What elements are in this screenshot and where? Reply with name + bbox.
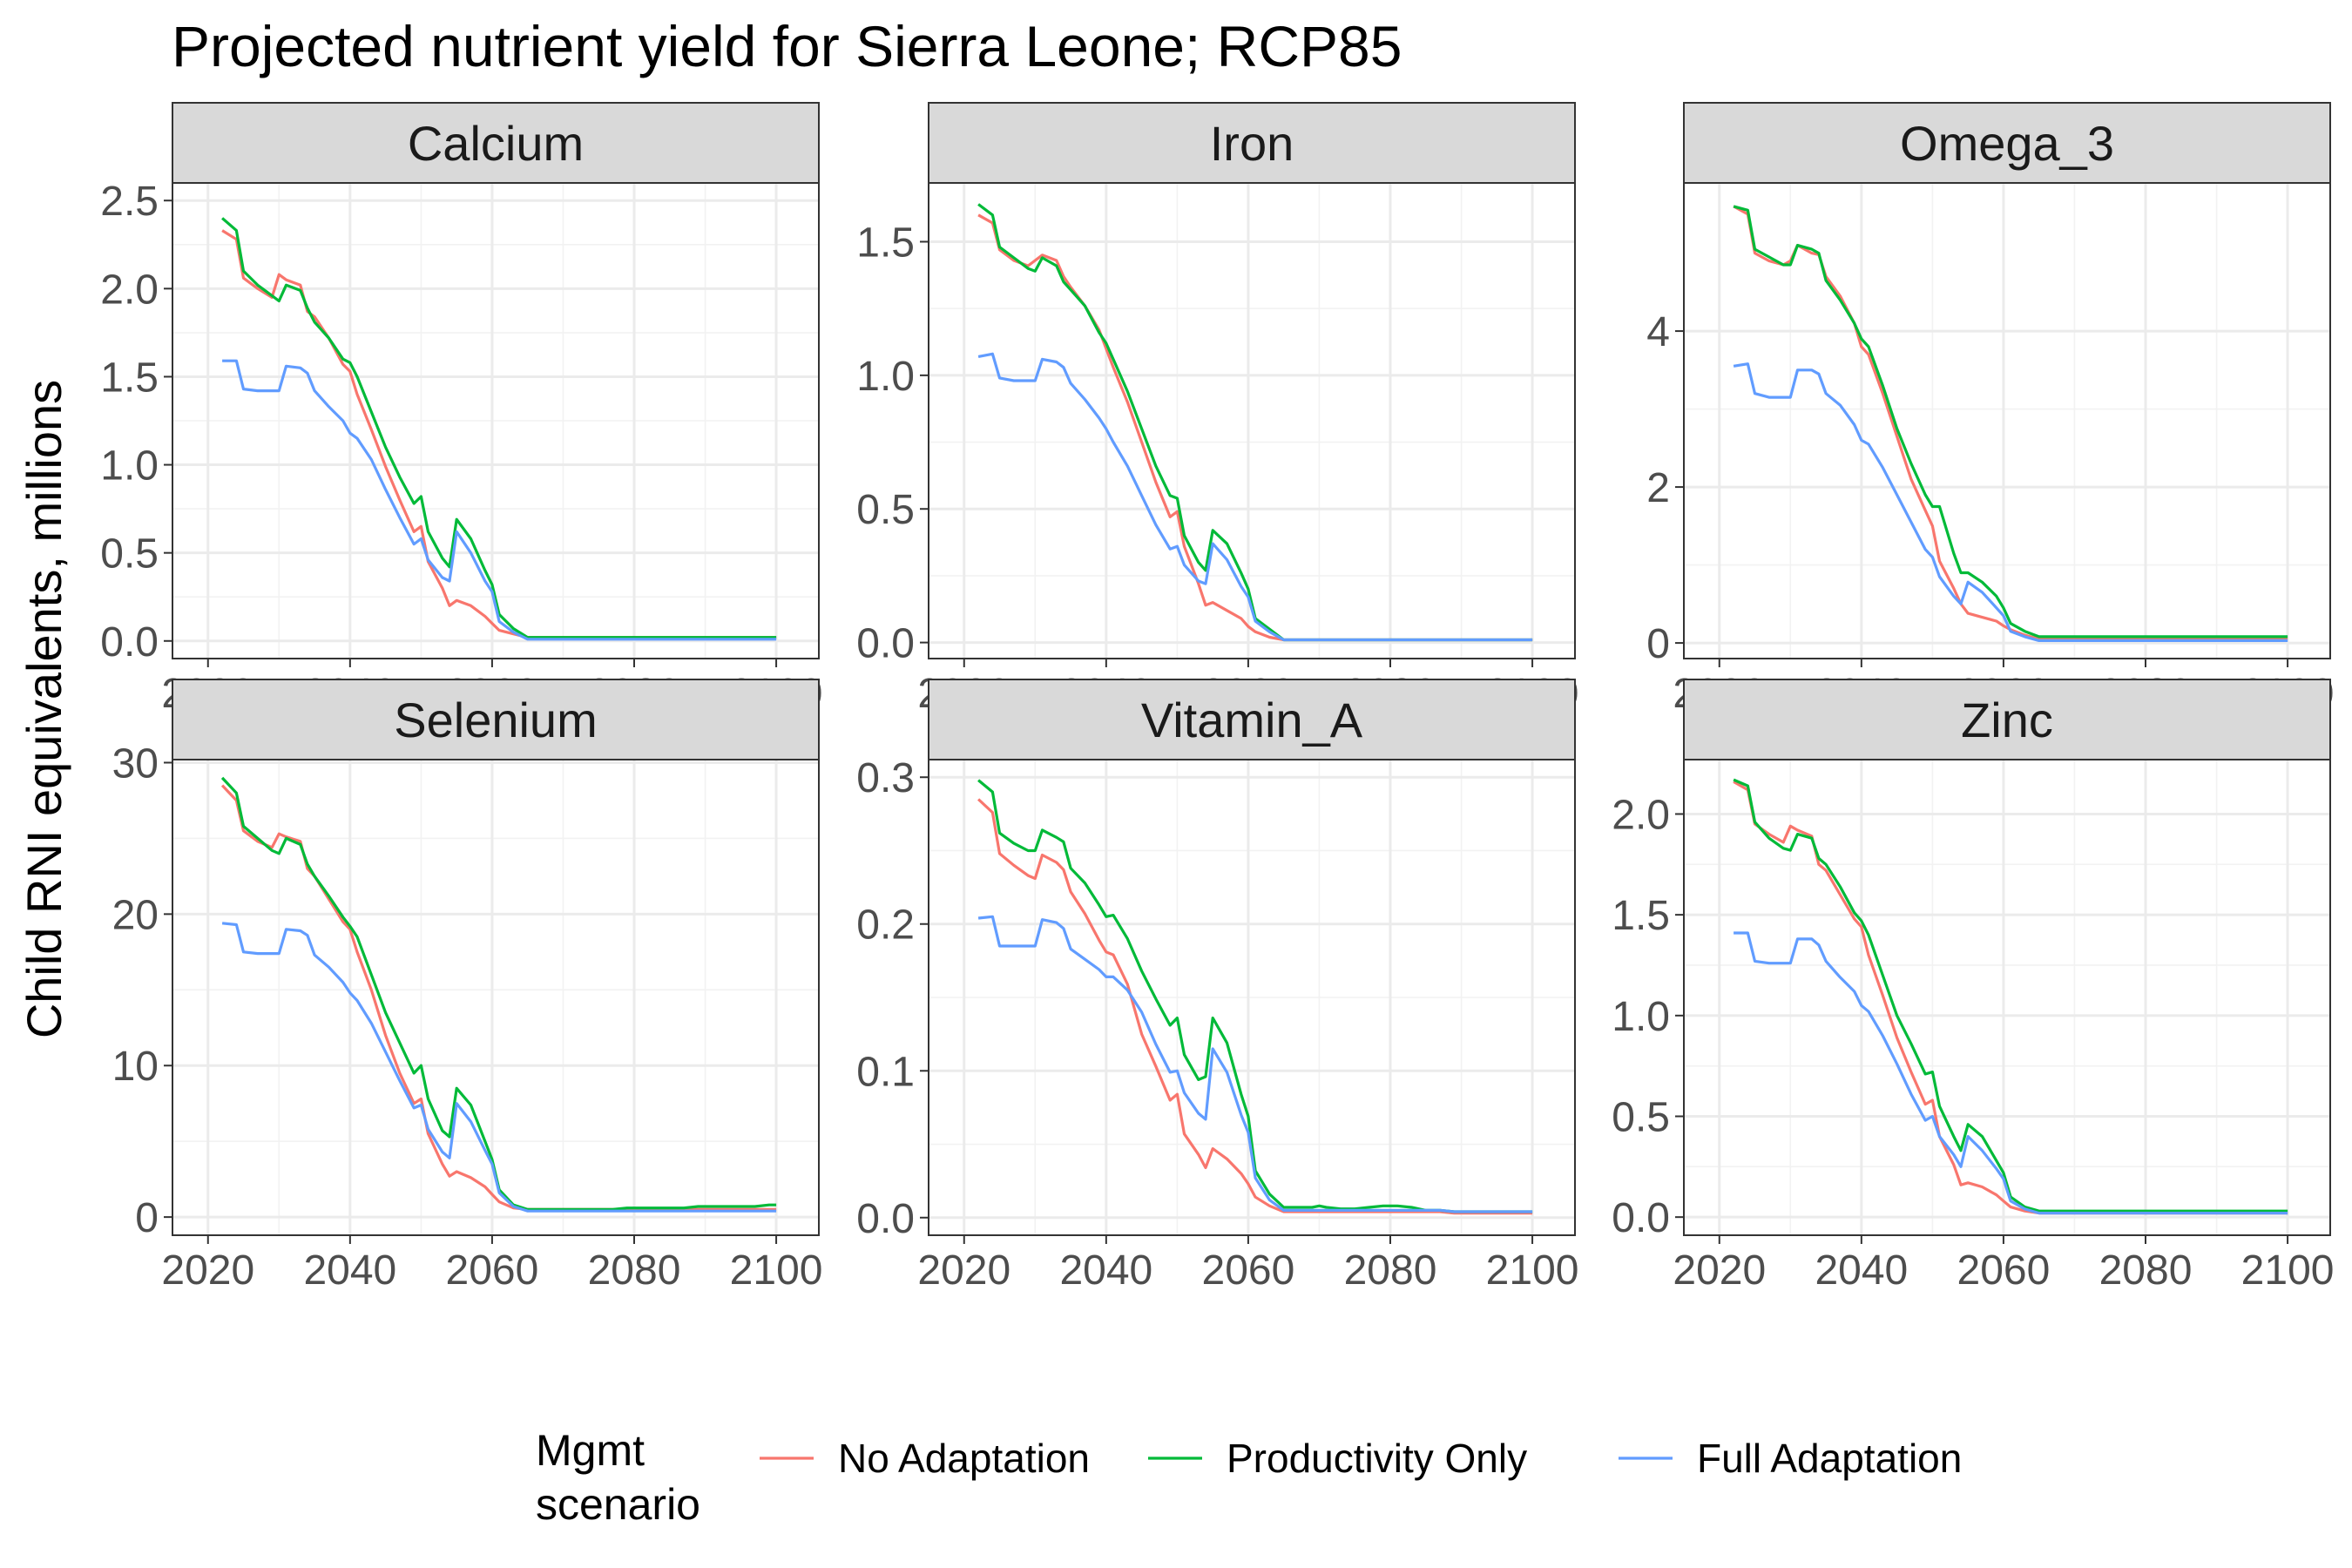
strip-background bbox=[928, 679, 1576, 760]
y-tick-label: 2.0 bbox=[1612, 792, 1670, 838]
strip-label-iron: Iron bbox=[1210, 116, 1294, 171]
y-tick-label: 0.0 bbox=[100, 619, 159, 666]
series-line-no-adaptation bbox=[220, 784, 777, 1212]
x-tick-label: 2100 bbox=[2241, 1247, 2335, 1294]
x-tick-label: 2060 bbox=[1202, 1247, 1295, 1294]
strip-background bbox=[172, 102, 820, 184]
y-tick-label: 2 bbox=[1646, 465, 1670, 511]
series-line-productivity-only bbox=[221, 217, 777, 639]
strip-label-omega-3: Omega_3 bbox=[1900, 116, 2114, 171]
panel-calcium: Calcium0.00.51.01.52.02.5202020402060208… bbox=[100, 102, 822, 717]
y-tick-label: 0.0 bbox=[1612, 1195, 1670, 1241]
y-tick-label: 0.5 bbox=[856, 487, 915, 533]
strip-label-vitamin-a: Vitamin_A bbox=[1141, 693, 1363, 747]
series-line-productivity-only bbox=[1733, 778, 2288, 1213]
legend-label-no-adaptation: No Adaptation bbox=[838, 1436, 1090, 1481]
strip-background bbox=[1683, 102, 2331, 184]
strip-label-zinc: Zinc bbox=[1961, 693, 2053, 747]
y-tick-label: 1.0 bbox=[100, 443, 159, 490]
x-tick-label: 2060 bbox=[1957, 1247, 2051, 1294]
y-tick-label: 0.1 bbox=[856, 1049, 915, 1095]
legend-title: Mgmt scenario bbox=[536, 1426, 700, 1529]
series-line-productivity-only bbox=[220, 776, 777, 1212]
y-tick-label: 0.3 bbox=[856, 755, 915, 801]
series-line-full-adaptation bbox=[1734, 931, 2288, 1215]
panel-vitamin-a: Vitamin_A 0.0 0.1 0.2 0.3 2020 2040 2060 2080 210… bbox=[856, 679, 1578, 1294]
y-axis-title: Child RNI equivalents, millions bbox=[17, 380, 71, 1038]
y-tick-label: 0.5 bbox=[1612, 1095, 1670, 1141]
series-line-full-adaptation bbox=[1733, 362, 2288, 643]
x-tick-label: 2100 bbox=[730, 1247, 823, 1294]
y-tick-label: 20 bbox=[112, 892, 159, 938]
facet-panels: Calcium0.00.51.01.52.02.5202020402060208… bbox=[100, 102, 2334, 1294]
series-line-full-adaptation bbox=[222, 359, 777, 641]
strip-label-selenium: Selenium bbox=[394, 693, 597, 747]
y-tick-label: 4 bbox=[1646, 309, 1670, 355]
panel-zinc: Zinc 0.0 0.5 1.0 1.5 2.0 2020 2040 2060 2080 2100 bbox=[1612, 679, 2334, 1294]
panel-omega-3: Omega_302420202040206020802100 bbox=[1646, 102, 2334, 717]
x-tick-label: 2040 bbox=[1815, 1247, 1908, 1294]
strip-background bbox=[172, 679, 820, 760]
x-tick-label: 2100 bbox=[1486, 1247, 1579, 1294]
panel-background bbox=[929, 183, 1575, 659]
legend-title-line-1: Mgmt bbox=[536, 1426, 645, 1475]
chart-title: Projected nutrient yield for Sierra Leon… bbox=[172, 14, 1402, 78]
y-tick-label: 0.0 bbox=[856, 1196, 915, 1242]
strip-background bbox=[1683, 679, 2331, 760]
y-tick-label: 1.5 bbox=[856, 220, 915, 266]
panel-background bbox=[1684, 183, 2330, 659]
y-tick-label: 2.0 bbox=[100, 267, 159, 313]
panel-background bbox=[172, 760, 819, 1235]
series-line-full-adaptation bbox=[977, 915, 1533, 1213]
series-line-productivity-only bbox=[1733, 205, 2288, 639]
legend: Mgmt scenario No Adaptation Productivity … bbox=[536, 1426, 1962, 1529]
y-tick-label: 1.0 bbox=[1612, 994, 1670, 1040]
series-line-full-adaptation bbox=[977, 352, 1533, 642]
y-tick-label: 0 bbox=[135, 1195, 159, 1241]
x-tick-label: 2060 bbox=[446, 1247, 539, 1294]
y-tick-label: 1.5 bbox=[100, 355, 159, 401]
x-tick-label: 2020 bbox=[161, 1247, 254, 1294]
x-tick-label: 2020 bbox=[1673, 1247, 1766, 1294]
legend-title-line-2: scenario bbox=[536, 1480, 700, 1529]
strip-label-calcium: Calcium bbox=[408, 116, 584, 171]
y-tick-label: 2.5 bbox=[100, 179, 159, 225]
y-tick-label: 1.0 bbox=[856, 354, 915, 400]
x-tick-label: 2020 bbox=[917, 1247, 1010, 1294]
series-line-full-adaptation bbox=[221, 922, 777, 1213]
x-tick-label: 2080 bbox=[588, 1247, 681, 1294]
x-tick-label: 2040 bbox=[1059, 1247, 1152, 1294]
strip-background bbox=[928, 102, 1576, 184]
legend-label-full-adaptation: Full Adaptation bbox=[1697, 1436, 1962, 1481]
panel-background bbox=[1684, 760, 2330, 1235]
x-tick-label: 2080 bbox=[1344, 1247, 1437, 1294]
y-tick-label: 1.5 bbox=[1612, 893, 1670, 939]
legend-items: No Adaptation Productivity Only Full Adapt… bbox=[760, 1436, 1962, 1481]
y-tick-label: 10 bbox=[112, 1044, 159, 1090]
y-tick-label: 30 bbox=[112, 740, 159, 787]
y-tick-label: 0.5 bbox=[100, 531, 159, 578]
x-tick-label: 2040 bbox=[303, 1247, 396, 1294]
x-tick-label: 2080 bbox=[2099, 1247, 2193, 1294]
y-tick-label: 0 bbox=[1646, 621, 1670, 667]
y-tick-label: 0.0 bbox=[856, 621, 915, 667]
legend-label-productivity-only: Productivity Only bbox=[1227, 1436, 1527, 1481]
panel-selenium: Selenium 0 10 20 30 2020 2040 2060 2080 2100 bbox=[112, 679, 823, 1294]
y-tick-label: 0.2 bbox=[856, 902, 915, 949]
